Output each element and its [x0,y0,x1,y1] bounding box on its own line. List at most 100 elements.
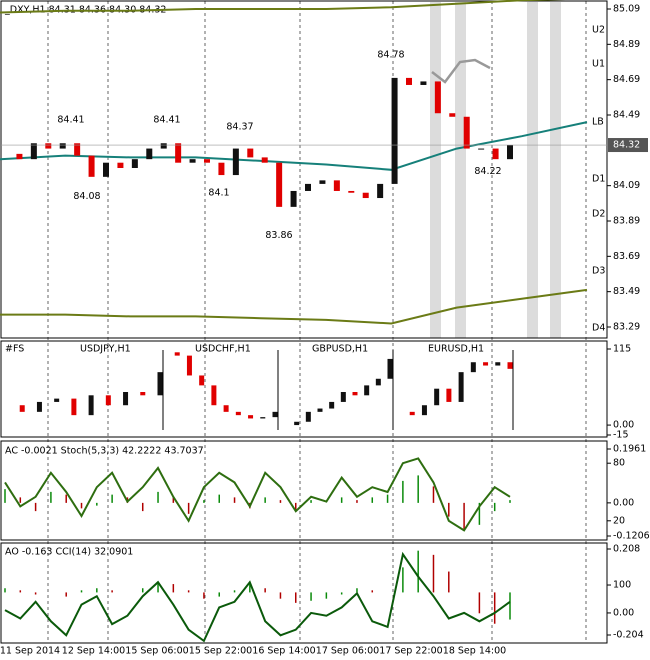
candle [204,159,210,163]
mini-candle [317,408,323,412]
mini-candle [387,358,393,379]
price-annotation: 83.86 [265,230,292,241]
mini-candle [260,417,266,419]
cci-line [4,551,511,643]
price-annotation: 84.78 [377,49,404,60]
mini-candle [340,392,346,402]
candle [276,162,283,207]
mini-candle [174,352,180,356]
candle [175,143,182,163]
mini-candle [409,411,415,416]
y-tick-label: 80 [613,458,625,469]
y-tick-label: 83.49 [613,286,640,297]
stoch-line [4,457,511,532]
level-label: D2 [592,209,605,220]
y-tick-label: 84.69 [613,74,640,85]
candle [232,148,239,176]
candle [492,148,499,160]
candle [189,159,196,163]
candle [218,162,225,176]
candle [160,143,167,149]
currency-frame [0,340,608,438]
y-tick-label: 0.1961 [613,444,646,455]
candle [478,148,485,150]
price-annotation: 84.08 [73,191,100,202]
y-tick-label: 83.69 [613,251,640,262]
price-box [608,138,648,153]
mini-candle [305,411,311,422]
upper-band [0,0,566,14]
mini-candle [421,405,427,416]
mini-candle [434,388,440,406]
symbol-label: EURUSD,H1 [428,344,484,355]
candle [290,190,297,207]
price-annotation: 84.41 [57,115,84,126]
mini-candle [458,372,464,402]
level-label: D1 [592,174,605,185]
mini-candle [186,355,192,376]
time-label: 15 Sep 22:00 [189,646,252,657]
y-tick-label: 84.49 [613,110,640,121]
mini-candle [157,372,163,396]
ac-header: AC -0.0021 Stoch(5,3,3) 42.2222 43.7037 [5,446,204,457]
mini-candle [235,411,241,416]
mini-candle [19,405,25,412]
price-annotation: 84.1 [208,187,229,198]
y-tick-label: 85.09 [613,4,640,15]
mini-candle [470,362,476,373]
mini-candle [140,392,146,396]
mini-candle [71,398,77,416]
y-tick-label: -0.1206 [613,531,650,542]
candle [507,145,513,160]
mini-candle [36,401,42,412]
time-label: 11 Sep 2014 [0,646,60,657]
y-tick-label: 0.208 [613,544,640,555]
level-label: LB [592,117,604,128]
candle [88,155,95,177]
mini-candle [248,415,254,419]
candle [30,143,37,160]
mini-candle [294,421,300,426]
time-label: 17 Sep 22:00 [379,646,442,657]
candle [146,148,153,160]
symbol-label: GBPUSD,H1 [312,344,368,355]
time-label: 15 Sep 06:00 [125,646,188,657]
candle [59,143,66,149]
candle [74,143,81,156]
candle [463,116,470,149]
y-tick-label: 115 [613,344,631,355]
mini-candle [105,395,111,406]
candle [420,81,427,85]
mini-candle [375,378,381,386]
candle [449,113,456,117]
y-tick-label: 0.00 [613,607,634,618]
candle [434,81,441,114]
candle [117,162,124,168]
mini-candle [483,362,489,366]
price-annotation: 84.41 [153,115,180,126]
mini-candle [223,405,229,412]
time-label: 16 Sep 14:00 [252,646,315,657]
session-lines [47,1,587,643]
candle [103,162,109,177]
y-tick-label: 100 [613,580,631,591]
y-tick-label: 0.00 [613,420,634,431]
mini-candle [211,385,217,406]
mini-candle [199,375,205,386]
level-label: D3 [592,266,605,277]
candle [16,153,23,160]
y-tick-label: -15 [613,430,629,441]
time-label: 12 Sep 14:00 [62,646,125,657]
symbol-label: USDJPY,H1 [80,344,131,355]
level-label: U2 [592,25,605,36]
time-label: 18 Sep 14:00 [443,646,506,657]
mini-candle [352,392,358,396]
level-label: D4 [592,323,605,334]
ao-header: AO -0.163 CCI(14) 32.0901 [5,547,133,558]
y-tick-label: 0.00 [613,497,634,508]
y-tick-label: 83.29 [613,322,640,333]
ao-frame [0,542,608,644]
y-tick-label: 84.09 [613,180,640,191]
